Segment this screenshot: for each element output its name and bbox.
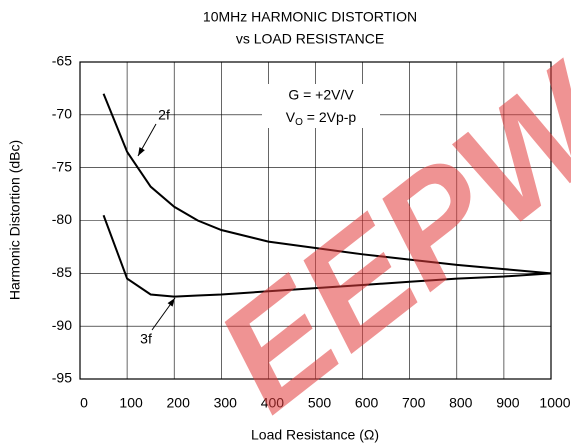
x-axis-label: Load Resistance (Ω) bbox=[251, 427, 379, 443]
x-tick-label: 100 bbox=[119, 395, 143, 411]
arrow-head bbox=[138, 147, 145, 156]
x-tick-label: 900 bbox=[496, 395, 520, 411]
x-tick-label: 700 bbox=[402, 395, 426, 411]
series-line bbox=[102, 214, 552, 298]
series-line bbox=[102, 93, 552, 275]
y-tick-label: -95 bbox=[52, 370, 72, 386]
y-tick-label: -75 bbox=[52, 158, 72, 174]
series-label: 3f bbox=[140, 331, 152, 347]
annotation-part: V bbox=[286, 109, 296, 125]
x-tick-label: 200 bbox=[167, 395, 191, 411]
y-tick-label: -65 bbox=[52, 53, 72, 69]
x-tick-label: 300 bbox=[214, 395, 238, 411]
chart-title: vs LOAD RESISTANCE bbox=[236, 31, 384, 47]
annotation: G = +2V/V bbox=[288, 87, 354, 103]
x-tick-label: 400 bbox=[261, 395, 285, 411]
y-tick-label: -70 bbox=[52, 106, 72, 122]
arrow-head bbox=[167, 298, 175, 307]
series-label: 2f bbox=[158, 107, 170, 123]
annotation: VO = 2Vp-p bbox=[286, 109, 357, 128]
annotation-part: = 2Vp-p bbox=[303, 109, 357, 125]
y-tick-label: -90 bbox=[52, 317, 72, 333]
x-tick-label: 1000 bbox=[539, 395, 570, 411]
y-axis-label: Harmonic Distortion (dBc) bbox=[7, 140, 23, 300]
y-tick-label: -80 bbox=[52, 211, 72, 227]
x-tick-label: 600 bbox=[355, 395, 379, 411]
plot-frame bbox=[79, 61, 552, 380]
x-tick-label: 500 bbox=[308, 395, 332, 411]
x-tick-label: 0 bbox=[80, 395, 88, 411]
y-tick-label: -85 bbox=[52, 264, 72, 280]
annotation-box bbox=[262, 84, 380, 128]
x-tick-label: 800 bbox=[449, 395, 473, 411]
annotation-sub: O bbox=[295, 117, 303, 128]
chart-title: 10MHz HARMONIC DISTORTION bbox=[203, 9, 417, 25]
